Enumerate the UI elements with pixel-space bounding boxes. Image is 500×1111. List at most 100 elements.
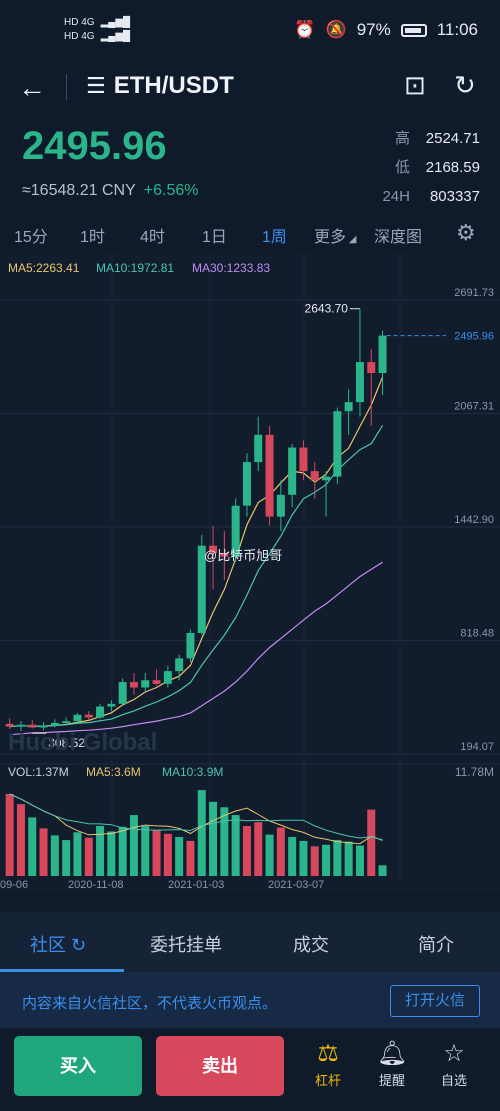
y-tick-label: 818.48 — [460, 628, 494, 640]
pair-selector[interactable]: ☰ ETH/USDT — [86, 72, 234, 100]
candle-body — [5, 723, 14, 727]
legend-vol: VOL:1.37M — [8, 765, 69, 779]
active-tab-indicator — [0, 969, 124, 972]
notice-text: 内容来自火信社区，不代表火币观点。 — [22, 995, 278, 1012]
leverage-button[interactable]: ⚖ 杠杆 — [298, 1038, 358, 1089]
volume-bar — [84, 837, 93, 876]
buy-button[interactable]: 买入 — [14, 1036, 142, 1096]
chart-grid: 2691.73 2067.31 1442.90 818.48 194.07 — [0, 254, 500, 880]
tab-1h[interactable]: 1时 — [80, 229, 105, 246]
volume-bar — [16, 804, 25, 876]
legend-ma5: MA5:2263.41 — [8, 261, 80, 275]
volume-bar — [96, 826, 105, 876]
tab-community[interactable]: 社区 ↻ — [30, 931, 86, 957]
volume-bars — [5, 790, 387, 876]
candle-body — [333, 411, 342, 477]
volume-bar — [333, 840, 342, 876]
interval-tabs: 15分 1时 4时 1日 1周 更多 ◢ 深度图 ⚙ — [0, 216, 500, 256]
tab-trades[interactable]: 成交 — [293, 935, 329, 955]
legend-vol-ma10: MA10:3.9M — [162, 765, 223, 779]
legend-ma30: MA30:1233.83 — [192, 261, 270, 275]
volume-bar — [28, 817, 37, 876]
volume-bar — [39, 828, 48, 876]
open-huoxin-button[interactable]: 打开火信 — [390, 985, 480, 1017]
volume-bar — [175, 836, 184, 876]
tab-more-label: 更多 — [314, 229, 347, 246]
trade-footer: 买入 卖出 ⚖ 杠杆 🔔︎ 提醒 ☆ 自选 — [0, 1028, 500, 1111]
kline-chart[interactable]: 2691.73 2067.31 1442.90 818.48 194.07 2495.9… — [0, 254, 500, 892]
volume-bar — [73, 832, 82, 876]
volume-bar — [163, 833, 172, 876]
candle-body — [322, 476, 331, 481]
volume-bar — [107, 831, 116, 876]
scan-icon[interactable]: ⊡ — [404, 70, 426, 100]
x-tick-label: 2021-01-03 — [168, 879, 224, 891]
high-label: 高 — [394, 130, 410, 147]
candle-body — [73, 714, 82, 722]
app-header: ← ☰ ETH/USDT ⊡ ↻ — [0, 62, 500, 110]
tab-more[interactable]: 更多 ◢ — [314, 223, 356, 247]
candle-body — [84, 714, 93, 718]
alert-button[interactable]: 🔔︎ 提醒 — [362, 1038, 422, 1089]
community-notice: 内容来自火信社区，不代表火币观点。 打开火信 — [0, 972, 500, 1028]
candle-body — [141, 680, 150, 688]
candle-body — [152, 680, 161, 684]
candle-body — [231, 505, 240, 557]
candle-body — [28, 724, 37, 728]
candle-body — [355, 362, 364, 403]
candle-body — [344, 402, 353, 412]
candle-body — [118, 682, 127, 704]
last-price-label: 2495.96 — [454, 331, 494, 343]
y-tick-label: 1442.90 — [454, 514, 494, 526]
low-mark-label: 308.52 — [48, 736, 85, 750]
watchlist-button[interactable]: ☆ 自选 — [424, 1038, 484, 1089]
tab-1w[interactable]: 1周 — [262, 223, 287, 256]
settings-icon[interactable]: ⚙ — [456, 220, 476, 245]
refresh-small-icon: ↻ — [66, 935, 87, 955]
pair-title: ETH/USDT — [113, 72, 234, 99]
volume-bar — [344, 841, 353, 876]
volume-bar — [288, 836, 297, 876]
volume-bar — [50, 835, 59, 876]
vol-value: 803337 — [429, 188, 480, 205]
arrow-left-icon[interactable]: ← — [18, 72, 46, 103]
header-divider — [66, 74, 67, 100]
high-mark-label: 2643.70 — [305, 302, 349, 316]
tab-orders[interactable]: 委托挂单 — [150, 935, 222, 955]
candle-body — [220, 552, 229, 557]
battery-icon — [400, 23, 427, 37]
price-cny: ≈16548.21 CNY +6.56% — [22, 182, 198, 200]
vol-ma10-line — [9, 793, 383, 841]
refresh-icon[interactable]: ↻ — [454, 70, 476, 100]
chart-svg: 2691.73 2067.31 1442.90 818.48 194.07 2495.9… — [0, 254, 500, 891]
volume-bar — [310, 846, 319, 876]
clock: 11:06 — [436, 20, 478, 39]
signal-icon-2: ▂▄▆█ — [100, 31, 131, 42]
tab-15m[interactable]: 15分 — [14, 229, 48, 246]
tab-1d[interactable]: 1日 — [202, 229, 227, 246]
volume-bar — [129, 815, 138, 876]
legend-ma10: MA10:1972.81 — [96, 261, 174, 275]
tab-depth[interactable]: 深度图 — [374, 229, 423, 246]
candles — [5, 308, 387, 732]
volume-bar — [186, 840, 195, 876]
tab-4h[interactable]: 4时 — [140, 229, 165, 246]
ma10-line — [9, 425, 384, 728]
candle-body — [129, 682, 138, 688]
volume-bar — [367, 809, 376, 876]
menu-icon: ☰ — [86, 73, 106, 98]
candle-body — [96, 706, 105, 718]
tab-community-label: 社区 — [30, 935, 66, 955]
cny-value: ≈16548.21 CNY — [22, 182, 136, 199]
network-indicator-1: HD 4G — [64, 17, 95, 28]
candle-body — [299, 447, 308, 472]
candle-body — [367, 362, 376, 374]
sell-button[interactable]: 卖出 — [156, 1036, 284, 1096]
volume-bar — [62, 840, 71, 876]
change-percent: +6.56% — [143, 182, 199, 199]
candle-body — [378, 335, 387, 374]
volume-bar — [231, 815, 240, 876]
ma-lines: 2495.96 2643.70 308.52 — [9, 302, 494, 750]
x-tick-label: 2021-03-07 — [268, 879, 324, 891]
tab-intro[interactable]: 简介 — [418, 935, 454, 955]
